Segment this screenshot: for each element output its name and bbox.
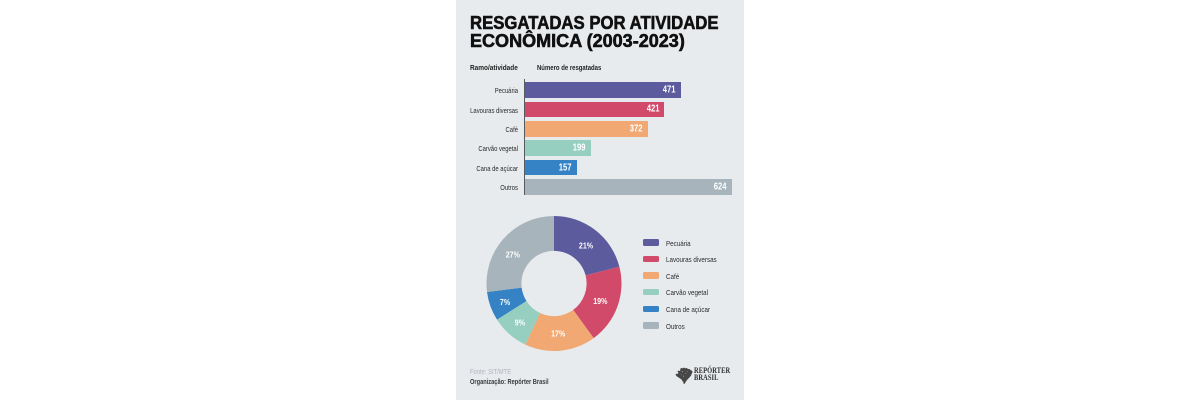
svg-text:21%: 21% (579, 241, 593, 251)
svg-text:17%: 17% (551, 329, 565, 339)
svg-text:27%: 27% (506, 250, 520, 260)
svg-text:19%: 19% (593, 296, 607, 306)
svg-text:7%: 7% (500, 297, 510, 307)
svg-text:9%: 9% (515, 318, 525, 328)
